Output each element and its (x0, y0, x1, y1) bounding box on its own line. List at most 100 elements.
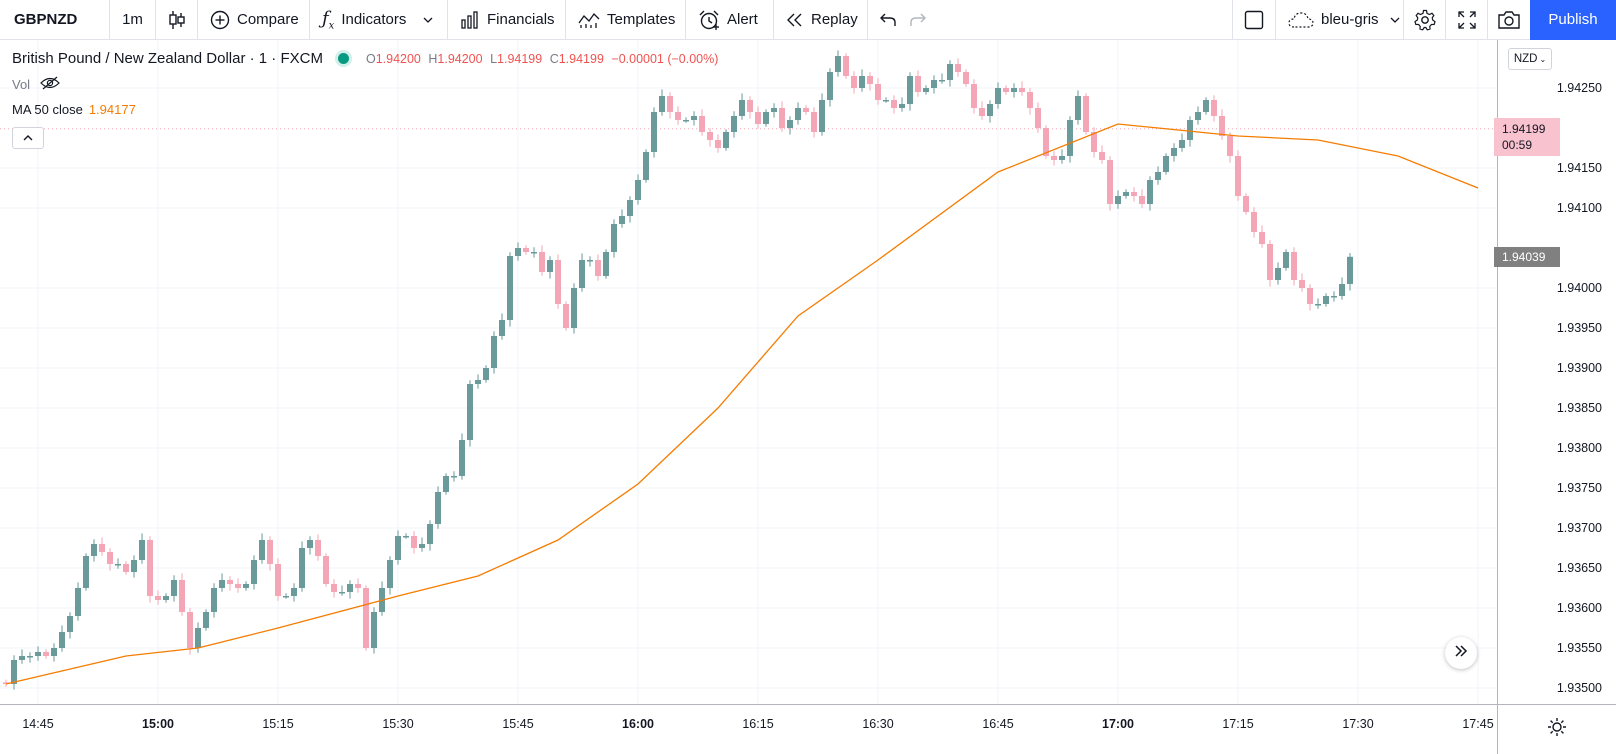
fullscreen-layout-button[interactable] (1232, 0, 1276, 40)
compare-button[interactable]: Compare (198, 0, 310, 40)
candles-icon (168, 10, 186, 30)
indicators-button[interactable]: ƒx Indicators (310, 0, 448, 40)
candle-body (1307, 288, 1313, 304)
candle-body (1259, 232, 1265, 244)
candle-body (323, 556, 329, 584)
candle-body (795, 108, 801, 120)
square-icon (1244, 10, 1264, 30)
price-tick-label: 1.93850 (1556, 401, 1602, 415)
volume-label: Vol (12, 77, 31, 92)
ma-label: MA 50 close (12, 102, 83, 117)
candle-body (1115, 196, 1121, 204)
volume-legend[interactable]: Vol (12, 76, 60, 93)
candle-body (395, 536, 401, 560)
candle-body (1019, 88, 1025, 92)
function-icon: ƒx (322, 7, 335, 32)
candle-body (1075, 96, 1081, 120)
candle-body (131, 560, 137, 572)
candle-body (707, 132, 713, 140)
time-tick-label: 17:45 (1462, 717, 1494, 731)
candle-body (899, 104, 905, 108)
time-axis[interactable]: 14:45 15:00 15:15 15:30 15:45 16:00 16:15 16:30… (0, 704, 1497, 754)
alert-button[interactable]: Alert (686, 0, 774, 40)
candle-body (667, 96, 673, 112)
candle-body (243, 584, 249, 588)
candle-body (779, 108, 785, 128)
candle-body (1339, 284, 1345, 296)
candle-body (251, 560, 257, 584)
candle-body (91, 544, 97, 556)
financials-button[interactable]: Financials (448, 0, 566, 40)
series-title[interactable]: British Pound / New Zealand Dollar · 1 ·… (12, 50, 323, 67)
candle-body (699, 116, 705, 132)
templates-button[interactable]: Templates (566, 0, 686, 40)
price-tick-label: 1.94100 (1556, 201, 1602, 215)
candle-body (163, 596, 169, 600)
candle-body (371, 612, 377, 648)
candle-body (1227, 136, 1233, 156)
fullscreen-button[interactable] (1446, 0, 1488, 40)
candle-body (283, 596, 289, 598)
candle-body (339, 592, 345, 594)
time-tick-label: 17:30 (1342, 717, 1374, 731)
candle-body (307, 540, 313, 548)
candle-body (1051, 156, 1057, 160)
candle-body (1099, 152, 1105, 160)
undo-icon[interactable] (880, 13, 896, 27)
candle-body (1203, 100, 1209, 112)
candle-body (851, 76, 857, 88)
candle-body (979, 108, 985, 116)
chevron-down-icon[interactable] (423, 17, 433, 23)
scroll-to-realtime-button[interactable] (1445, 637, 1477, 669)
change-value: −0.00001 (−0.00%) (611, 51, 719, 66)
candle-body (939, 80, 945, 82)
high-value: 1.94200 (437, 51, 483, 66)
crosshair-price-badge: 1.94039 (1494, 246, 1560, 267)
candle-body (219, 580, 225, 588)
candle-body (627, 200, 633, 216)
publish-button[interactable]: Publish (1530, 0, 1616, 40)
candle-body (907, 76, 913, 104)
candle-body (691, 116, 697, 120)
candle-body (659, 96, 665, 112)
time-tick-label: 15:00 (142, 717, 174, 731)
chart-style-button[interactable] (156, 0, 198, 40)
layout-save-button[interactable]: bleu-gris (1276, 0, 1404, 40)
eye-hidden-icon[interactable] (40, 76, 60, 93)
legend-collapse-button[interactable] (12, 127, 44, 149)
alert-label: Alert (727, 11, 758, 28)
snapshot-button[interactable] (1488, 0, 1530, 40)
chevron-down-icon[interactable] (1390, 17, 1400, 23)
open-label: O (365, 51, 376, 66)
replay-button[interactable]: Replay (774, 0, 868, 40)
ma-legend[interactable]: MA 50 close 1.94177 (12, 102, 136, 117)
candlestick-chart[interactable] (0, 40, 1497, 704)
interval-button[interactable]: 1m (110, 0, 156, 40)
price-tick-label: 1.93550 (1556, 641, 1602, 655)
axis-settings-button[interactable] (1497, 704, 1616, 754)
candle-body (291, 588, 297, 596)
ohlc-values: O1.94200 H1.94200 L1.94199 C1.94199 −0.0… (366, 52, 722, 66)
candle-body (419, 544, 425, 548)
candle-body (643, 152, 649, 180)
templates-icon (578, 11, 600, 29)
symbol-search-button[interactable]: GBPNZD (0, 0, 110, 40)
gear-icon (1413, 9, 1436, 31)
candle-body (867, 76, 873, 84)
low-label: L (490, 51, 498, 66)
ma50-line (5, 123, 1479, 685)
candle-body (3, 682, 9, 684)
candle-body (195, 628, 201, 648)
candle-body (387, 560, 393, 588)
candle-body (355, 584, 361, 588)
price-tick-label: 1.93800 (1556, 441, 1602, 455)
settings-button[interactable] (1404, 0, 1446, 40)
candle-body (347, 584, 353, 592)
market-status-icon[interactable] (334, 50, 352, 67)
candle-body (451, 476, 457, 478)
currency-button[interactable]: NZD ⌄ (1508, 48, 1552, 70)
candle-body (603, 252, 609, 276)
price-tick-label: 1.93500 (1556, 681, 1602, 695)
redo-icon[interactable] (910, 13, 926, 27)
chart-pane[interactable] (0, 40, 1497, 704)
